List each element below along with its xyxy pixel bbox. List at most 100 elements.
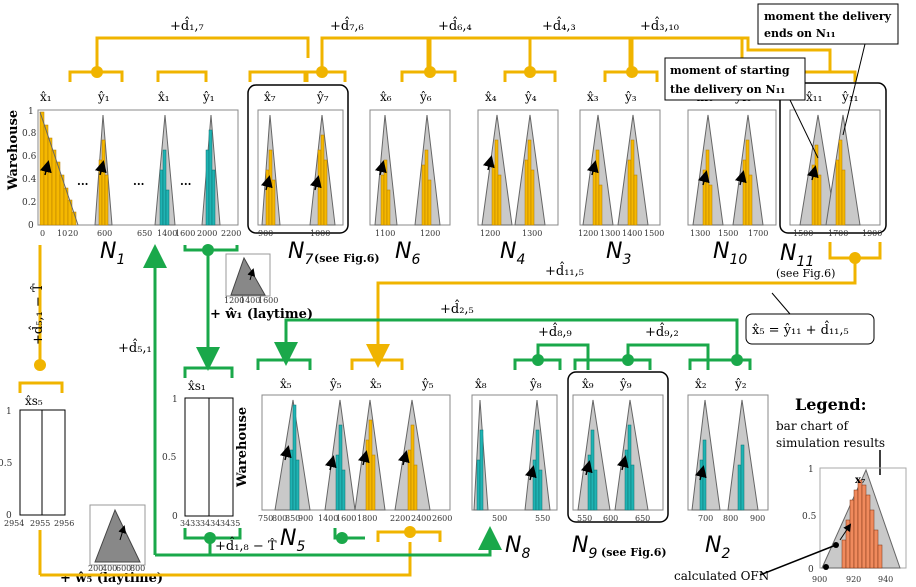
svg-text:1700: 1700 bbox=[748, 229, 768, 238]
svg-text:2955: 2955 bbox=[30, 519, 50, 528]
svg-text:600: 600 bbox=[603, 514, 618, 523]
svg-text:1600: 1600 bbox=[336, 514, 356, 523]
edge-label-11-5: +d̂₁₁,₅ bbox=[545, 261, 584, 279]
n8-panel: x̂₈ ŷ₈ 500 550 N8 bbox=[471, 377, 558, 562]
svg-text:3435: 3435 bbox=[220, 519, 240, 528]
svg-text:x̂₁₁: x̂₁₁ bbox=[806, 90, 822, 104]
svg-text:650: 650 bbox=[137, 229, 152, 238]
edge-label-4-3: +d̂₄,₃ bbox=[542, 16, 576, 34]
svg-text:ŷ₁: ŷ₁ bbox=[97, 90, 110, 104]
n1-name: N1 bbox=[100, 239, 125, 268]
svg-text:ends on N₁₁: ends on N₁₁ bbox=[764, 27, 836, 40]
svg-text:bar chart of: bar chart of bbox=[776, 419, 850, 433]
edge-label-6-4: +d̂₆,₄ bbox=[438, 16, 472, 34]
n9-note: (see Fig.6) bbox=[601, 546, 667, 559]
svg-text:1600: 1600 bbox=[258, 296, 278, 305]
svg-text:2000: 2000 bbox=[197, 229, 217, 238]
legend-title: Legend: bbox=[795, 395, 867, 414]
n5-warehouse-label: Warehouse bbox=[235, 407, 250, 488]
svg-text:1400: 1400 bbox=[157, 229, 177, 238]
n9-panel: x̂₉ ŷ₉ 550 600 650 N9 (see Fig.6) bbox=[567, 371, 669, 562]
svg-text:x̂₄: x̂₄ bbox=[485, 90, 497, 104]
n6-name: N6 bbox=[395, 239, 420, 268]
legend: Legend: bar chart of simulation results … bbox=[674, 395, 907, 584]
n1-xticks: 0 10 20 600 650 1400 1600 2000 2200 bbox=[40, 229, 241, 238]
svg-text:2600: 2600 bbox=[432, 514, 452, 523]
svg-text:1500: 1500 bbox=[718, 229, 738, 238]
callout-start: moment of starting the delivery on N₁₁ bbox=[664, 57, 819, 159]
svg-text:900: 900 bbox=[812, 575, 827, 584]
edge-label-1-8: +d̂₁,₈ − T̂ bbox=[215, 536, 277, 554]
n1-ellipsis-1: ... bbox=[77, 175, 89, 188]
svg-text:x̂₁: x̂₁ bbox=[158, 90, 170, 104]
svg-text:x̂₇: x̂₇ bbox=[264, 90, 276, 104]
svg-text:800: 800 bbox=[272, 514, 287, 523]
n10-name: N10 bbox=[713, 239, 747, 268]
svg-text:2400: 2400 bbox=[411, 514, 431, 523]
svg-text:750: 750 bbox=[258, 514, 273, 523]
laytime1-label: + ŵ₁ (laytime) bbox=[210, 307, 313, 322]
svg-text:650: 650 bbox=[635, 514, 650, 523]
svg-text:0: 0 bbox=[6, 511, 12, 521]
svg-text:0.8: 0.8 bbox=[22, 129, 37, 139]
svg-text:x̂₉: x̂₉ bbox=[582, 377, 594, 391]
svg-text:0.4: 0.4 bbox=[22, 175, 37, 185]
svg-text:500: 500 bbox=[492, 514, 507, 523]
svg-text:900: 900 bbox=[750, 514, 765, 523]
svg-text:600: 600 bbox=[116, 564, 131, 573]
svg-text:200: 200 bbox=[88, 564, 103, 573]
svg-text:ŷ₈: ŷ₈ bbox=[529, 377, 542, 391]
svg-text:ŷ₁: ŷ₁ bbox=[202, 90, 215, 104]
n1-panel: Warehouse 0 0.2 0.4 0.6 0.8 1 bbox=[6, 70, 241, 268]
svg-text:ŷ₄: ŷ₄ bbox=[524, 90, 537, 104]
svg-text:10: 10 bbox=[57, 229, 67, 238]
n7-note: (see Fig.6) bbox=[314, 252, 380, 265]
svg-text:ŷ₉: ŷ₉ bbox=[619, 377, 632, 391]
svg-text:550: 550 bbox=[577, 514, 592, 523]
svg-text:2200: 2200 bbox=[390, 514, 410, 523]
n1-warehouse-label: Warehouse bbox=[6, 110, 21, 191]
callout-end: moment the delivery ends on N₁₁ bbox=[757, 3, 899, 136]
svg-text:x̂₃: x̂₃ bbox=[587, 90, 599, 104]
n6-panel: 1100 1200 x̂₆ ŷ₆ N6 bbox=[369, 90, 451, 268]
svg-text:1: 1 bbox=[28, 107, 34, 117]
legend-ofn-text: calculated OFN bbox=[674, 569, 769, 583]
n2-panel: x̂₂ ŷ₂ 700 800 900 N2 bbox=[687, 377, 769, 562]
svg-text:the delivery on N₁₁: the delivery on N₁₁ bbox=[670, 83, 785, 96]
n11-name: N11 bbox=[780, 241, 814, 270]
svg-text:940: 940 bbox=[878, 575, 893, 584]
svg-text:simulation results: simulation results bbox=[776, 436, 885, 450]
svg-text:0: 0 bbox=[40, 229, 45, 238]
bottom-orange-dot bbox=[404, 526, 416, 538]
svg-text:1: 1 bbox=[6, 407, 12, 417]
svg-text:ŷ₇: ŷ₇ bbox=[316, 90, 329, 104]
svg-text:1300: 1300 bbox=[690, 229, 710, 238]
edge-label-2-5: +d̂₂,₅ bbox=[440, 299, 474, 317]
svg-text:1000: 1000 bbox=[310, 229, 330, 238]
n7-name: N7 bbox=[288, 239, 313, 268]
svg-text:2956: 2956 bbox=[54, 519, 74, 528]
edge-label-1-7: +d̂₁,₇ bbox=[170, 16, 204, 34]
n11-note: (see Fig.6) bbox=[776, 267, 835, 280]
svg-text:1600: 1600 bbox=[175, 229, 195, 238]
svg-text:x̂₆: x̂₆ bbox=[380, 90, 392, 104]
edge-label-3-10: +d̂₃,₁₀ bbox=[640, 16, 679, 34]
n1-ellipsis-3: ... bbox=[180, 175, 192, 188]
svg-text:1: 1 bbox=[808, 465, 814, 475]
xs5-panel: x̂s₅ 0 0.5 1 2954 2955 2956 bbox=[0, 381, 74, 528]
svg-text:800: 800 bbox=[130, 564, 145, 573]
svg-text:3433: 3433 bbox=[180, 519, 200, 528]
xs1-panel: x̂s₁ 0 0.5 1 3433 3434 3435 bbox=[162, 366, 240, 528]
n1-ellipsis-2: ... bbox=[133, 175, 145, 188]
edge-label-5-1-minus: +d̂₅,₁ − T̂ bbox=[28, 283, 46, 345]
svg-text:3434: 3434 bbox=[200, 519, 220, 528]
n1-yticks: 0 0.2 0.4 0.6 0.8 1 bbox=[22, 107, 37, 231]
n4-panel: 1200 1300 x̂₄ ŷ₄ N4 bbox=[477, 90, 559, 268]
svg-text:0.6: 0.6 bbox=[22, 152, 37, 162]
svg-text:2954: 2954 bbox=[4, 519, 24, 528]
svg-text:20: 20 bbox=[68, 229, 78, 238]
svg-text:moment the delivery: moment the delivery bbox=[764, 10, 892, 23]
n2-name: N2 bbox=[705, 533, 730, 562]
